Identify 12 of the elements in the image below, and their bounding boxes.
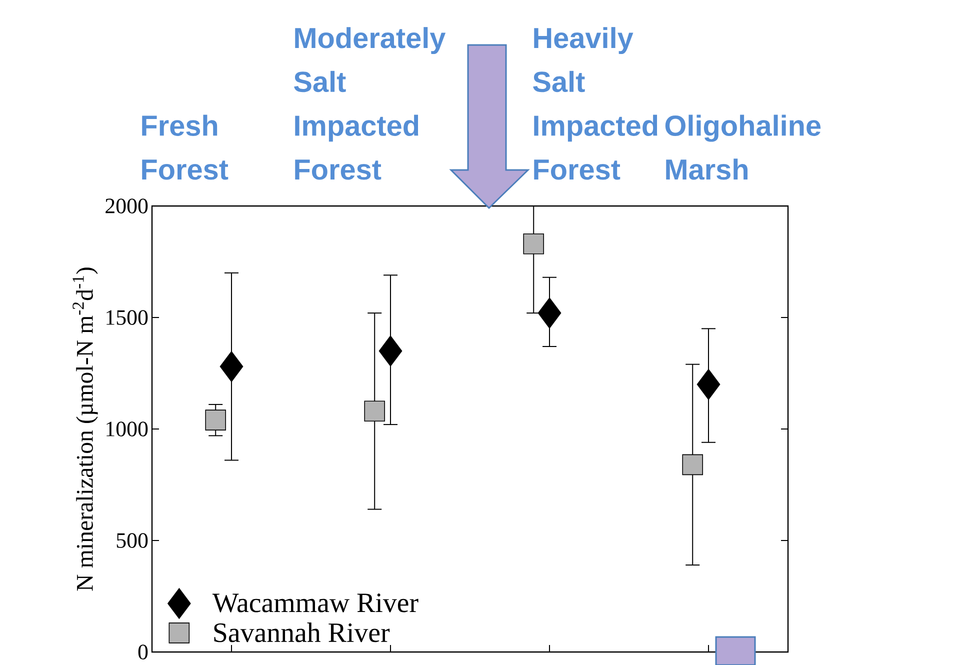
x-tick-label: Fresh Forest — [142, 114, 228, 180]
y-tick-label: 0 — [138, 644, 148, 660]
x-tick-label: Heavily Salt Impacted Forest — [533, 27, 658, 180]
y-tick-label: 500 — [116, 533, 148, 548]
y-axis-title: N mineralization (µmol-N m$^{-2}$d$^{-1}$) — [72, 268, 98, 591]
y-tick-label: 1000 — [106, 422, 148, 436]
x-tick-label: Oligohaline Marsh — [665, 114, 821, 180]
y-tick-label: 2000 — [106, 198, 148, 214]
x-tick-label: Moderately Salt Impacted Forest — [294, 27, 446, 180]
legend-label: Savannah River — [214, 622, 390, 642]
y-tick-label: 1500 — [106, 310, 148, 325]
legend-label: Wacammaw River — [212, 594, 418, 612]
